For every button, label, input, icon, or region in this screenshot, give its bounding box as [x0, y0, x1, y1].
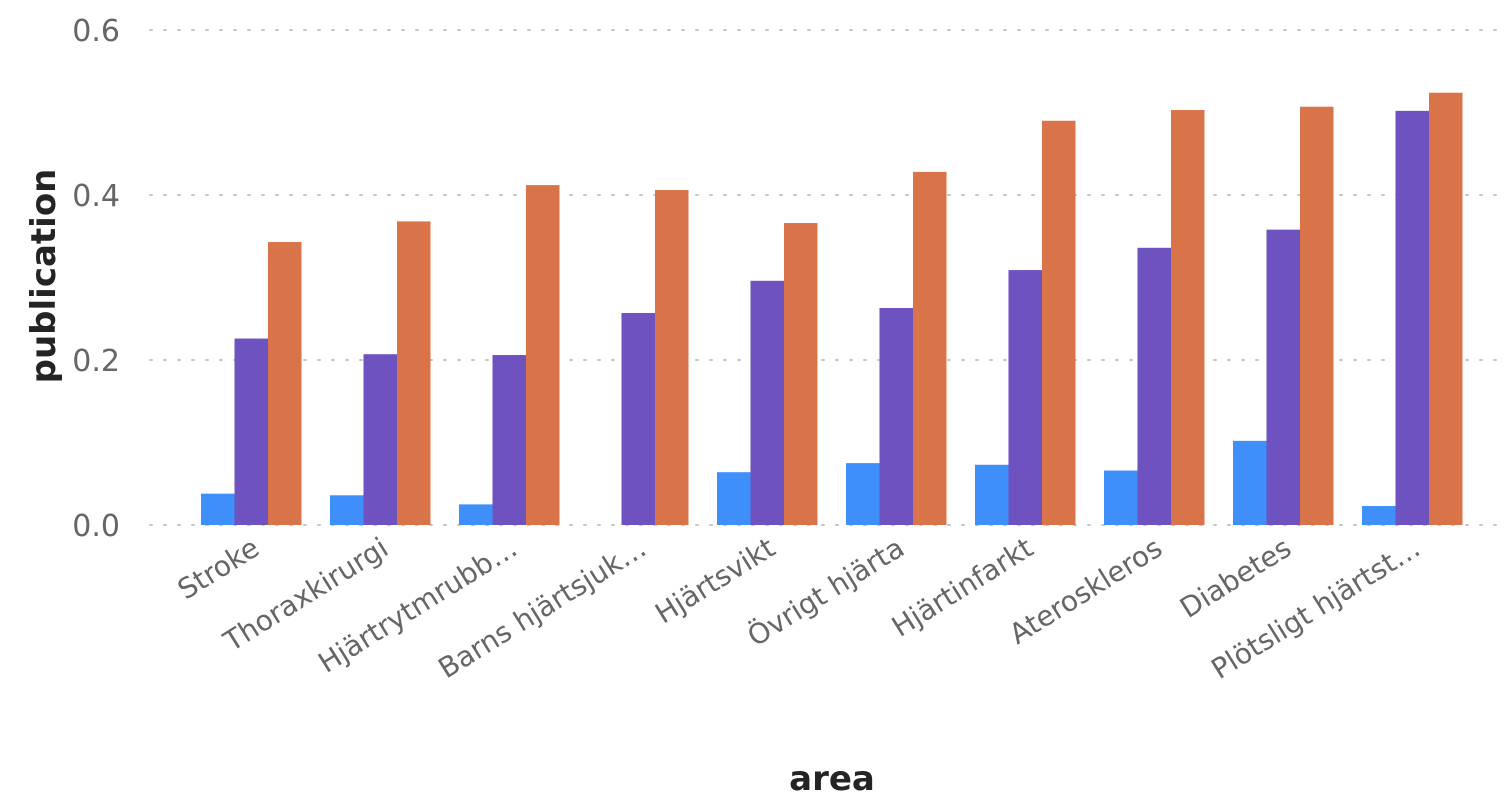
bar[interactable]: [1300, 106, 1334, 525]
bar[interactable]: [975, 464, 1009, 525]
bar[interactable]: [201, 493, 235, 525]
y-tick-label: 0.4: [72, 179, 120, 214]
bar[interactable]: [913, 171, 947, 525]
bar[interactable]: [1137, 247, 1172, 526]
x-tick-label: Plötsligt hjärtst…: [1206, 531, 1426, 686]
bar[interactable]: [397, 221, 431, 525]
y-tick-label: 0.0: [72, 509, 120, 544]
bar[interactable]: [1362, 506, 1396, 525]
bar[interactable]: [459, 504, 493, 525]
bar[interactable]: [879, 308, 914, 525]
x-tick-label: Barns hjärtsjuk…: [433, 531, 652, 685]
x-axis-title: area: [789, 759, 875, 797]
bar[interactable]: [750, 280, 785, 525]
bar[interactable]: [1266, 229, 1301, 525]
bar[interactable]: [717, 472, 751, 525]
y-axis-ticks: 0.0 0.2 0.4 0.6: [72, 14, 120, 544]
bar[interactable]: [268, 242, 302, 525]
bar[interactable]: [1008, 270, 1043, 525]
bar[interactable]: [1171, 110, 1205, 526]
y-axis-title: publication: [24, 169, 64, 384]
bar[interactable]: [1233, 440, 1267, 525]
bar[interactable]: [492, 355, 527, 525]
bar[interactable]: [846, 463, 880, 525]
bar[interactable]: [526, 185, 560, 525]
bar[interactable]: [330, 495, 364, 525]
bar[interactable]: [655, 190, 689, 526]
y-tick-label: 0.2: [72, 344, 120, 379]
bar[interactable]: [1429, 92, 1463, 525]
bar[interactable]: [234, 338, 269, 525]
x-tick-label: Stroke: [172, 531, 265, 606]
bars: [201, 92, 1463, 526]
bar[interactable]: [363, 354, 398, 525]
bar[interactable]: [784, 223, 818, 526]
bar[interactable]: [621, 312, 656, 525]
x-tick-label: Diabetes: [1174, 531, 1297, 625]
bar[interactable]: [1104, 470, 1138, 525]
y-tick-label: 0.6: [72, 14, 120, 49]
bar[interactable]: [1042, 120, 1076, 525]
bar[interactable]: [1395, 110, 1430, 525]
